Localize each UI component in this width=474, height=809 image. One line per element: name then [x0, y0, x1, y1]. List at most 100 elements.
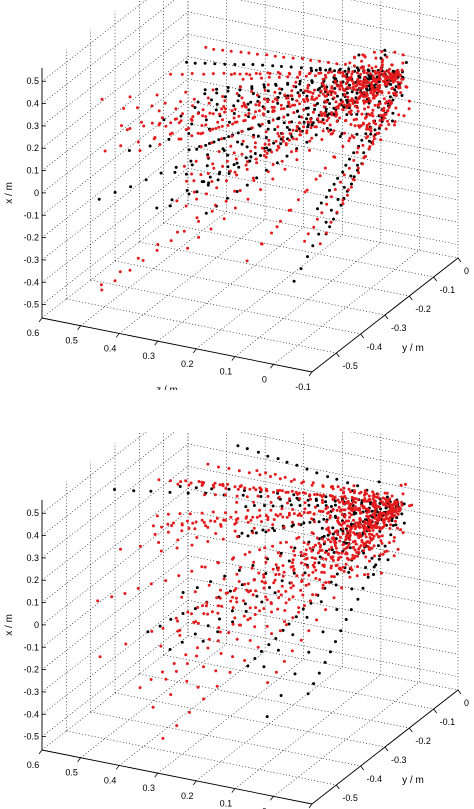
point-red — [338, 539, 342, 543]
point-red — [243, 104, 247, 108]
point-red — [235, 572, 239, 576]
point-red — [370, 533, 374, 537]
point-black — [306, 498, 310, 502]
point-red — [161, 670, 164, 674]
point-red — [341, 532, 345, 536]
point-red — [387, 541, 391, 545]
point-black — [189, 159, 193, 163]
point-red — [119, 547, 122, 551]
point-black — [210, 487, 214, 491]
point-red — [332, 129, 336, 133]
point-red — [361, 66, 365, 70]
point-red — [348, 515, 352, 519]
point-red — [340, 523, 344, 527]
point-red — [322, 571, 326, 574]
point-red — [245, 495, 249, 499]
point-red — [190, 612, 193, 616]
point-red — [323, 87, 327, 91]
vertical-axis-label: x / m — [4, 614, 15, 636]
point-red — [283, 475, 287, 479]
point-black — [179, 114, 183, 118]
point-red — [368, 536, 372, 539]
point-black — [395, 516, 399, 520]
point-red — [169, 479, 172, 483]
point-black — [266, 89, 270, 93]
point-black — [193, 632, 197, 636]
point-red — [248, 639, 252, 642]
point-red — [190, 543, 194, 547]
point-red — [365, 127, 369, 131]
point-black — [206, 183, 210, 187]
point-red — [227, 467, 231, 470]
z-tick-label: 0.1 — [220, 367, 233, 377]
point-red — [257, 103, 261, 107]
point-red — [370, 111, 374, 115]
point-red — [312, 520, 316, 524]
point-red — [321, 501, 325, 504]
point-black — [324, 500, 328, 504]
point-red — [336, 516, 340, 520]
point-black — [256, 450, 260, 454]
point-red — [210, 180, 214, 183]
point-red — [247, 471, 251, 475]
point-red — [243, 486, 247, 490]
point-red — [371, 92, 375, 96]
point-red — [169, 72, 173, 76]
point-red — [351, 102, 355, 105]
point-red — [407, 107, 411, 111]
point-red — [279, 103, 283, 107]
point-red — [177, 574, 181, 578]
point-red — [266, 83, 270, 87]
point-black — [347, 570, 351, 574]
point-black — [391, 111, 395, 115]
point-red — [283, 609, 287, 612]
point-red — [113, 279, 117, 283]
point-red — [246, 197, 250, 201]
point-red — [311, 110, 315, 114]
point-red — [357, 521, 360, 525]
point-black — [291, 633, 295, 637]
point-red — [289, 479, 293, 483]
point-black — [170, 198, 174, 202]
point-red — [138, 544, 142, 548]
point-black — [246, 534, 250, 538]
point-red — [323, 551, 327, 554]
point-black — [334, 516, 338, 519]
point-red — [283, 167, 287, 171]
point-red — [318, 493, 322, 497]
point-red — [364, 535, 368, 539]
point-red — [330, 70, 334, 74]
point-red — [374, 56, 378, 60]
point-red — [357, 507, 361, 510]
point-black — [266, 110, 270, 114]
point-red — [275, 98, 279, 102]
point-black — [252, 504, 256, 507]
point-red — [307, 72, 311, 76]
point-red — [326, 538, 330, 542]
point-red — [344, 535, 348, 539]
point-red — [342, 103, 346, 107]
point-red — [291, 508, 295, 511]
point-black — [245, 183, 249, 187]
point-black — [325, 126, 329, 130]
point-red — [387, 100, 391, 103]
point-black — [155, 206, 159, 210]
point-red — [321, 586, 325, 590]
point-red — [344, 82, 348, 86]
point-red — [362, 122, 365, 126]
point-red — [378, 83, 382, 87]
point-black — [338, 67, 342, 71]
point-red — [192, 620, 196, 624]
point-red — [243, 118, 247, 122]
point-black — [195, 190, 199, 194]
point-red — [346, 188, 350, 192]
point-black — [218, 617, 221, 621]
point-red — [176, 619, 180, 623]
point-red — [218, 596, 222, 600]
point-black — [299, 267, 303, 271]
point-red — [161, 626, 165, 630]
point-red — [199, 132, 203, 136]
point-red — [372, 119, 376, 123]
point-red — [180, 595, 184, 599]
point-red — [128, 268, 132, 272]
